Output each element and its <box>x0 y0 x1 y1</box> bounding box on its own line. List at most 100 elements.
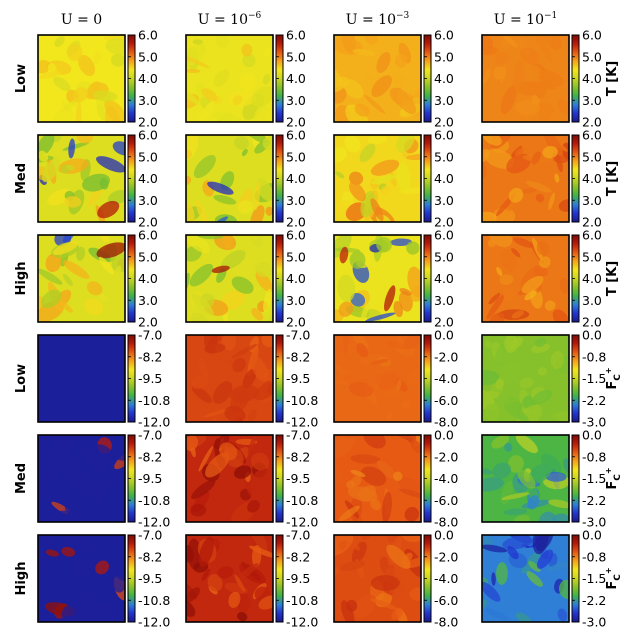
heatmap-texture <box>361 303 369 321</box>
colorbar-tick-label: 0.0 <box>582 528 602 543</box>
heatmap-texture <box>389 238 412 247</box>
colorbar-tick-label: -12.0 <box>286 515 318 530</box>
heatmap-texture <box>211 265 230 274</box>
heatmap-texture <box>349 250 366 269</box>
heatmap-texture <box>75 101 82 122</box>
heatmap-texture <box>350 454 381 464</box>
heatmap-field <box>38 535 125 622</box>
heatmap-texture <box>512 59 525 92</box>
heatmap-texture <box>482 468 493 475</box>
colorbar-label-base: T [K] <box>605 261 620 296</box>
colorbar-tick-label: -8.0 <box>434 415 458 430</box>
heatmap-texture <box>262 73 271 85</box>
heatmap-texture <box>239 72 257 91</box>
heatmap-texture <box>347 486 378 502</box>
heatmap-texture <box>384 285 396 312</box>
heatmap-texture <box>76 246 86 261</box>
heatmap-texture <box>237 200 254 214</box>
panel-frame <box>333 134 422 223</box>
heatmap-texture <box>186 135 199 161</box>
heatmap-texture <box>528 560 541 573</box>
heatmap-texture <box>525 180 552 193</box>
colorbar-tick-label: 3.0 <box>434 93 454 108</box>
colorbar-tick-label: 2.0 <box>138 115 158 130</box>
panel-frame <box>185 34 274 123</box>
heatmap-texture <box>488 292 501 305</box>
panel-frame <box>37 134 126 223</box>
column-header-3: U = 10−1 <box>494 11 558 28</box>
heatmap-texture <box>482 544 508 553</box>
heatmap-texture <box>96 242 125 259</box>
heatmap-texture <box>348 382 374 397</box>
heatmap-texture <box>504 396 520 414</box>
colorbar-label-4: FC+ <box>604 467 623 489</box>
colorbar-tick-label: 2.0 <box>286 215 306 230</box>
heatmap-texture <box>221 335 237 351</box>
heatmap-texture <box>219 442 238 461</box>
heatmap-texture <box>391 607 403 620</box>
heatmap-texture <box>545 471 567 482</box>
heatmap-texture <box>74 601 96 619</box>
heatmap-texture <box>334 435 356 458</box>
heatmap-texture <box>398 291 413 312</box>
heatmap-texture <box>399 288 412 296</box>
colorbar-tick-label: -7.0 <box>138 428 162 443</box>
panel-frame <box>333 34 422 123</box>
panel-2-3: 6.0 5.0 4.0 3.0 2.0 <box>481 228 602 330</box>
heatmap-texture <box>186 43 207 67</box>
heatmap-texture <box>543 135 563 156</box>
heatmap-texture <box>186 544 194 563</box>
heatmap-texture <box>382 491 392 522</box>
heatmap-texture <box>198 445 214 472</box>
heatmap-texture <box>51 444 73 462</box>
heatmap-texture <box>231 276 254 294</box>
heatmap-texture <box>251 307 264 321</box>
heatmap-texture <box>334 566 340 575</box>
colorbar-tick-label: 5.0 <box>138 49 158 64</box>
heatmap-texture <box>501 492 530 500</box>
colorbar-tick-label: -12.0 <box>138 515 170 530</box>
heatmap-texture <box>191 479 216 500</box>
heatmap-texture <box>253 105 268 122</box>
heatmap-texture <box>264 46 273 57</box>
panel-0-1: 6.0 5.0 4.0 3.0 2.0 <box>185 28 306 130</box>
heatmap-field <box>334 535 421 622</box>
heatmap-texture <box>186 435 199 451</box>
heatmap-texture <box>198 536 214 567</box>
colorbar-tick-label: 0.0 <box>582 428 602 443</box>
heatmap-texture <box>195 199 208 222</box>
heatmap-texture <box>398 477 421 492</box>
colorbar-tick-label: -7.0 <box>286 328 310 343</box>
heatmap-texture <box>370 174 398 185</box>
heatmap-texture <box>73 87 89 103</box>
heatmap-texture <box>212 381 233 405</box>
colorbar-tick-label: -1.5 <box>582 571 606 586</box>
column-header-2: U = 10−3 <box>346 11 410 28</box>
colorbar-tick-label: 4.0 <box>434 71 454 86</box>
heatmap-texture <box>213 435 230 450</box>
colorbar-tick-label: 3.0 <box>138 193 158 208</box>
heatmap-texture <box>73 588 84 596</box>
colorbar-tick-label: 0.0 <box>434 428 454 443</box>
heatmap-texture <box>489 312 505 322</box>
column-header-base: U = 10 <box>494 12 544 28</box>
heatmap-texture <box>405 435 416 444</box>
heatmap-texture <box>78 55 96 77</box>
colorbar-tick-label: -9.5 <box>286 571 310 586</box>
heatmap-texture <box>215 35 229 48</box>
heatmap-texture <box>104 310 120 322</box>
heatmap-texture <box>338 301 354 317</box>
heatmap-texture <box>251 544 262 568</box>
heatmap-texture <box>521 275 544 294</box>
heatmap-texture <box>507 455 524 473</box>
colorbar-tick-label: 4.0 <box>434 171 454 186</box>
row-label-3: Low <box>14 364 29 393</box>
colorbar-tick-label: -4.0 <box>434 371 458 386</box>
heatmap-texture <box>386 544 411 569</box>
heatmap-texture <box>111 613 122 622</box>
panel-frame <box>185 534 274 623</box>
heatmap-texture <box>43 536 53 546</box>
heatmap-texture <box>396 379 402 391</box>
heatmap-texture <box>235 563 259 582</box>
heatmap-texture <box>563 458 569 473</box>
